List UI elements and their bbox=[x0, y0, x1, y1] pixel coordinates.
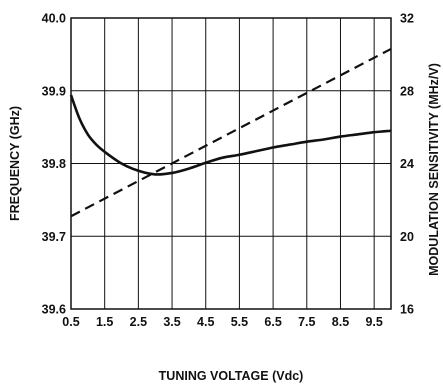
frequency-line bbox=[71, 95, 391, 174]
left-y-tick-label: 39.6 bbox=[42, 303, 66, 317]
x-tick-label: 5.5 bbox=[231, 315, 248, 329]
right-y-tick-label: 32 bbox=[400, 12, 414, 26]
left-axis-title: FREQUENCY (GHz) bbox=[8, 106, 22, 221]
left-y-tick-label: 39.8 bbox=[42, 157, 66, 171]
right-axis-ticks: 16 20 24 28 32 bbox=[400, 12, 414, 317]
left-y-tick-label: 39.9 bbox=[42, 84, 66, 98]
left-y-tick-label: 39.7 bbox=[42, 230, 66, 244]
x-axis-title: TUNING VOLTAGE (Vdc) bbox=[159, 369, 304, 383]
x-tick-label: 1.5 bbox=[96, 315, 113, 329]
left-axis-ticks: 39.6 39.7 39.8 39.9 40.0 bbox=[42, 12, 66, 317]
x-tick-label: 6.5 bbox=[264, 315, 281, 329]
right-y-tick-label: 16 bbox=[400, 303, 414, 317]
right-y-tick-label: 28 bbox=[400, 84, 414, 98]
x-tick-label: 8.5 bbox=[332, 315, 349, 329]
x-tick-label: 3.5 bbox=[163, 315, 180, 329]
x-tick-label: 2.5 bbox=[130, 315, 147, 329]
right-y-tick-label: 24 bbox=[400, 157, 414, 171]
x-tick-label: 7.5 bbox=[298, 315, 315, 329]
x-tick-label: 9.5 bbox=[365, 315, 382, 329]
right-y-tick-label: 20 bbox=[400, 230, 414, 244]
x-tick-label: 4.5 bbox=[197, 315, 214, 329]
right-axis-title: MODULATION SENSITIVITY (MHz/V) bbox=[427, 63, 441, 276]
x-tick-label: 0.5 bbox=[62, 315, 79, 329]
x-axis-ticks: 0.5 1.5 2.5 3.5 4.5 5.5 6.5 7.5 8.5 9.5 bbox=[62, 315, 383, 329]
left-y-tick-label: 40.0 bbox=[42, 12, 66, 26]
series-layer bbox=[71, 49, 391, 216]
modulation-sensitivity-line bbox=[71, 49, 391, 216]
